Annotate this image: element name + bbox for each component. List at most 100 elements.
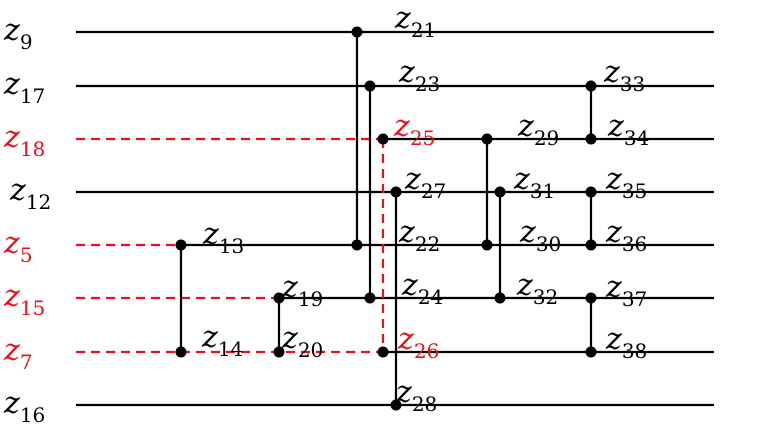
comparator-10-top-label-var: z [605, 270, 622, 305]
comparator-7-top-node [494, 186, 506, 198]
comparator-9-bottom-label: z36 [605, 215, 647, 256]
comparator-6 [481, 133, 493, 251]
wire-label-6: z7 [3, 333, 33, 374]
comparator-7-bottom-node [494, 292, 506, 304]
comparator-8-bottom-label: z34 [607, 109, 649, 150]
wire-label-7: z16 [3, 386, 45, 424]
wire-label-7-subscript: 16 [20, 403, 45, 424]
wire-label-6-subscript: 7 [20, 350, 33, 374]
comparator-6-top-node [481, 133, 493, 145]
comparator-2-bottom-label: z22 [398, 215, 440, 256]
comparator-2-top-label-var: z [394, 1, 411, 36]
comparator-9-top-label: z35 [605, 162, 647, 203]
comparator-8-top-label-subscript: 33 [620, 72, 645, 96]
comparator-1-bottom-node [273, 346, 285, 358]
comparator-7-top-label-var: z [513, 162, 530, 197]
comparator-0-top-label-var: z [202, 217, 219, 252]
comparator-6-bottom-node [481, 239, 493, 251]
comparator-10-top-label: z37 [605, 270, 647, 311]
labels: z9z17z18z12z5z15z7z16z13z14z19z20z21z22z… [3, 1, 649, 424]
comparator-5-bottom-node [390, 399, 402, 411]
wire-label-0-var: z [3, 13, 20, 48]
comparator-4-top-node [377, 133, 389, 145]
comparator-6-bottom-label-var: z [519, 215, 536, 250]
comparator-4-bottom-node [377, 346, 389, 358]
wire-label-6-var: z [3, 333, 20, 368]
comparator-0-top-label-subscript: 13 [219, 234, 244, 258]
comparator-0-bottom-label: z14 [201, 320, 243, 361]
comparator-7-bottom-label: z32 [516, 268, 558, 309]
comparator-3 [364, 80, 376, 304]
comparator-8-top-label-var: z [603, 55, 620, 90]
comparator-8-top-node [585, 80, 597, 92]
comparator-5-top-label-subscript: 27 [421, 179, 446, 203]
comparator-2-bottom-node [351, 239, 363, 251]
comparator-7-bottom-label-var: z [516, 268, 533, 303]
comparator-4-bottom-label-var: z [397, 322, 414, 357]
comparator-7-bottom-label-subscript: 32 [533, 285, 558, 309]
comparator-0 [175, 239, 187, 358]
comparator-3-top-label-var: z [398, 55, 415, 90]
comparator-8-bottom-node [585, 133, 597, 145]
comparator-2-bottom-label-subscript: 22 [415, 232, 440, 256]
comparator-3-bottom-node [364, 292, 376, 304]
wire-label-0: z9 [3, 13, 33, 54]
comparator-2-top-label: z21 [394, 1, 436, 42]
wire-label-5-var: z [3, 279, 20, 314]
comparator-5-bottom-label-var: z [395, 375, 412, 410]
comparator-7-top-label: z31 [513, 162, 555, 203]
comparator-0-bottom-label-subscript: 14 [218, 337, 243, 361]
comparator-4-bottom-label: z26 [397, 322, 439, 363]
wire-label-3-subscript: 12 [26, 190, 51, 214]
comparator-4-top-label: z25 [393, 109, 435, 150]
comparator-3-top-label-subscript: 23 [415, 72, 440, 96]
wire-label-4-subscript: 5 [20, 243, 33, 267]
comparator-4 [377, 133, 389, 358]
wire-label-1-subscript: 17 [20, 84, 45, 108]
wire-label-5-subscript: 15 [20, 296, 45, 320]
comparator-5-bottom-label-subscript: 28 [412, 392, 437, 416]
comparator-5-bottom-label: z28 [395, 375, 437, 416]
comparator-2-top-node [351, 26, 363, 38]
wire-label-3-var: z [9, 173, 26, 208]
comparator-2-top-label-subscript: 21 [411, 18, 436, 42]
comparator-6-top-label-subscript: 29 [534, 126, 559, 150]
comparator-10-bottom-node [585, 346, 597, 358]
comparator-10 [585, 292, 597, 358]
comparator-2 [351, 26, 363, 251]
comparator-8-bottom-label-var: z [607, 109, 624, 144]
comparator-0-bottom-label-var: z [201, 320, 218, 355]
comparator-9-bottom-label-var: z [605, 215, 622, 250]
comparator-4-top-label-var: z [393, 109, 410, 144]
comparator-6-top-label-var: z [517, 109, 534, 144]
comparator-1-top-label-subscript: 19 [298, 287, 323, 311]
comparator-9-top-label-var: z [605, 162, 622, 197]
comparator-7 [494, 186, 506, 304]
comparator-6-bottom-label: z30 [519, 215, 561, 256]
comparator-1-bottom-label: z20 [281, 321, 323, 362]
comparator-3-bottom-label-var: z [401, 268, 418, 303]
comparator-5-top-node [390, 186, 402, 198]
comparator-5 [390, 186, 402, 411]
comparator-10-bottom-label-var: z [605, 322, 622, 357]
comparator-10-top-label-subscript: 37 [622, 287, 647, 311]
comparator-1-top-label: z19 [281, 270, 323, 311]
comparator-8-top-label: z33 [603, 55, 645, 96]
comparator-1 [273, 292, 285, 358]
wire-label-0-subscript: 9 [20, 30, 33, 54]
wire-label-2-var: z [3, 120, 20, 155]
comparator-9 [585, 186, 597, 251]
wire-label-2-subscript: 18 [20, 137, 45, 161]
comparators [175, 26, 597, 411]
comparator-5-top-label-var: z [404, 162, 421, 197]
comparator-6-bottom-label-subscript: 30 [536, 232, 561, 256]
comparator-0-top-node [175, 239, 187, 251]
wire-label-5: z15 [3, 279, 45, 320]
wire-label-7-var: z [3, 386, 20, 421]
comparator-3-top-node [364, 80, 376, 92]
comparator-8 [585, 80, 597, 145]
comparator-5-top-label: z27 [404, 162, 446, 203]
comparator-4-bottom-label-subscript: 26 [414, 339, 439, 363]
comparator-1-top-node [273, 292, 285, 304]
